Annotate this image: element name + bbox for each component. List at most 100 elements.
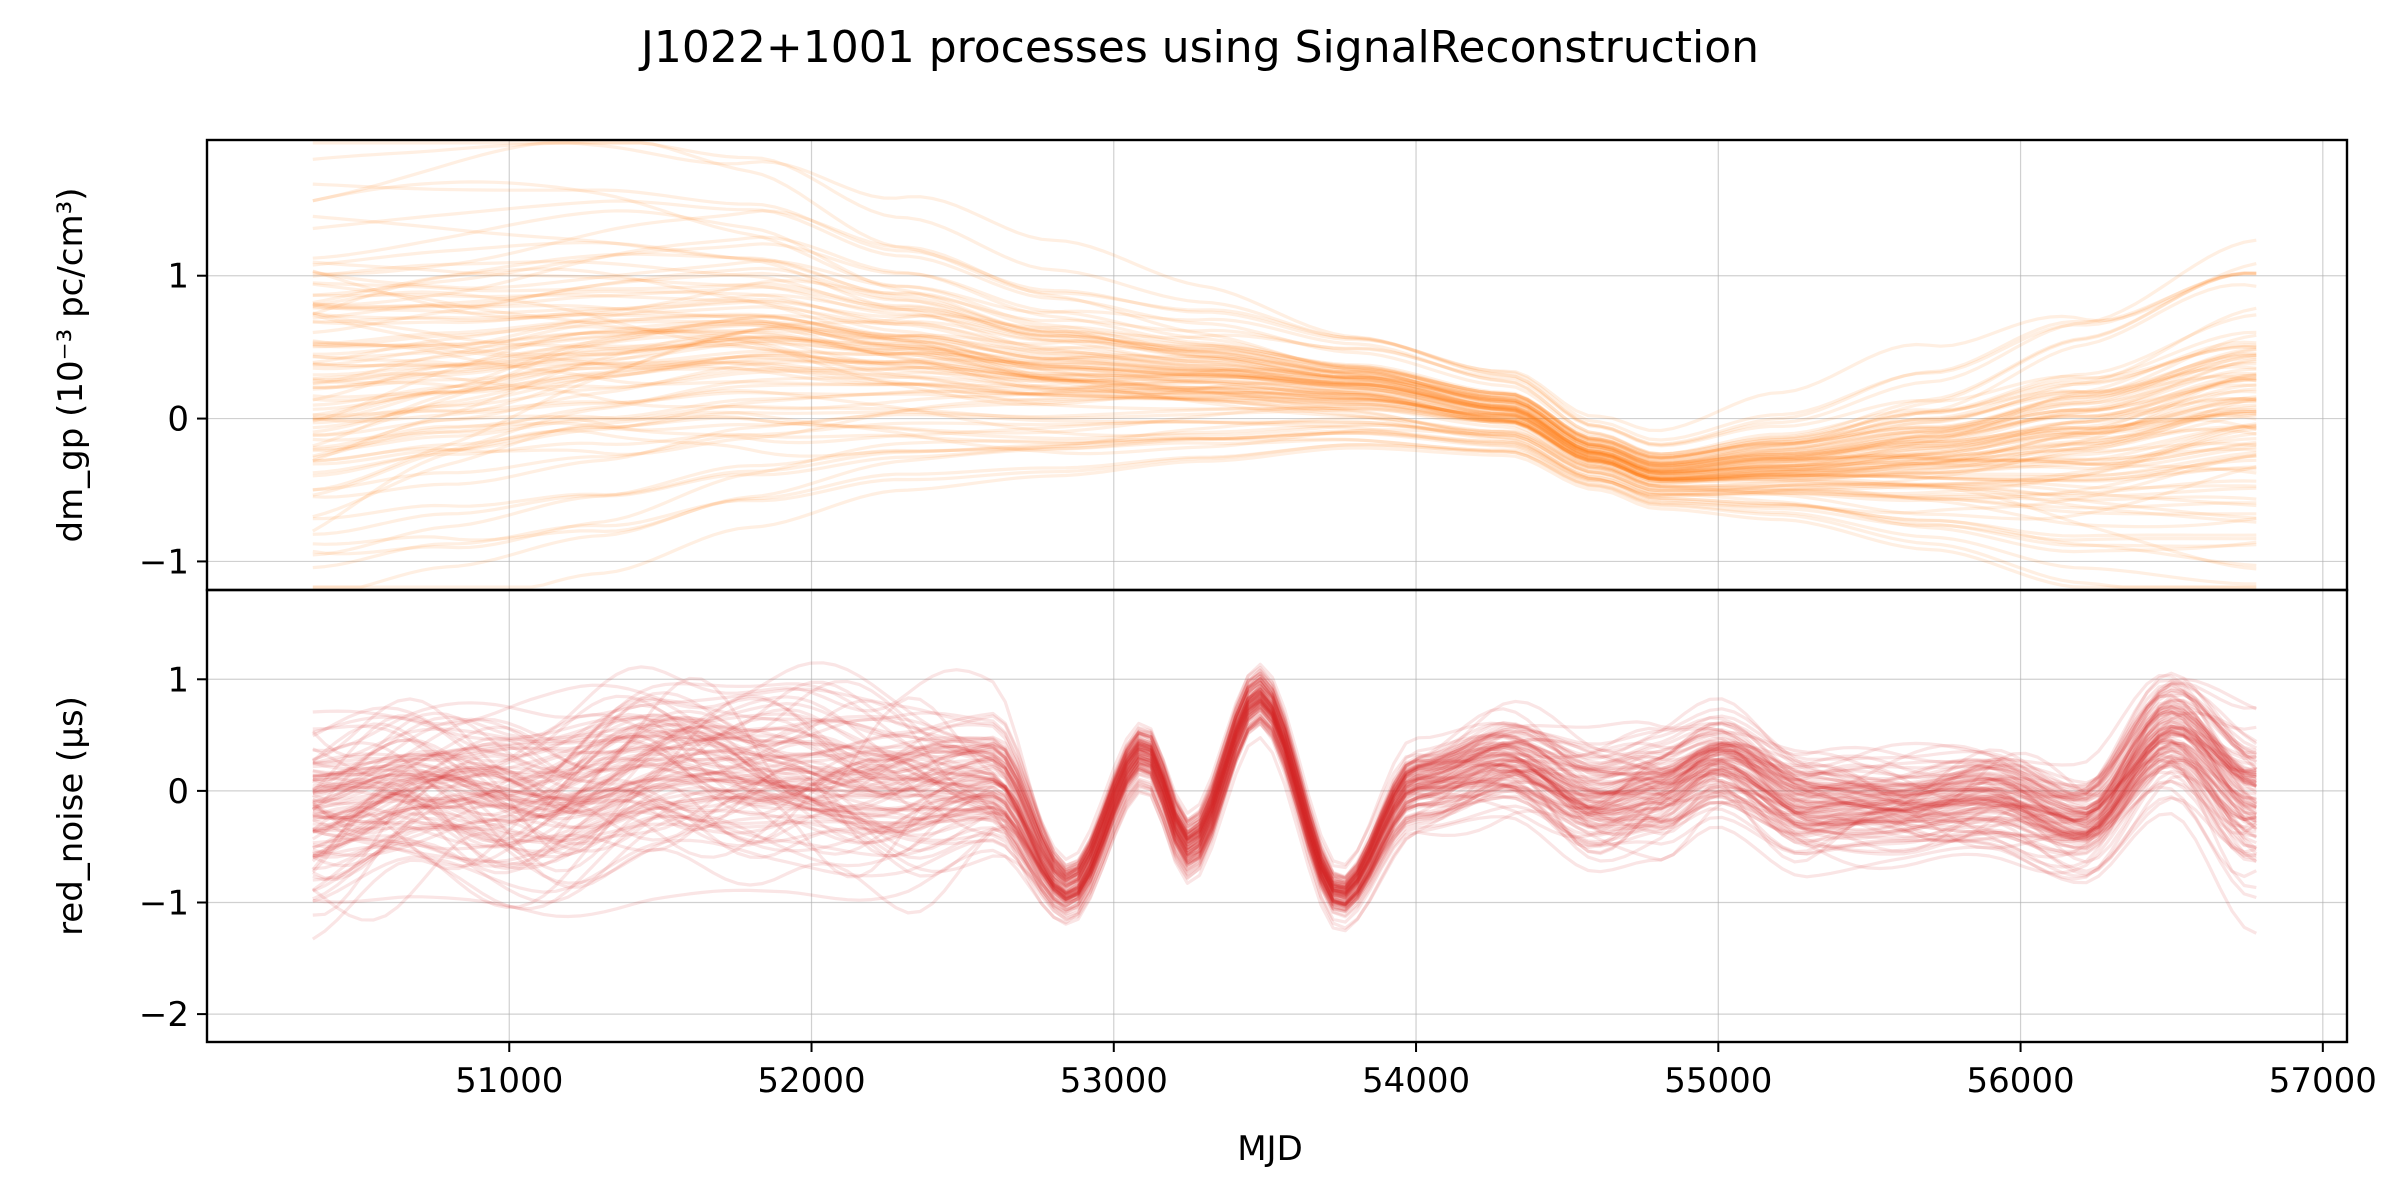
dm_gp-realization-line bbox=[312, 336, 2257, 478]
red_noise-realization-line bbox=[312, 691, 2257, 897]
dm_gp-realization-line bbox=[312, 242, 2257, 466]
red-noise-frame bbox=[205, 588, 2349, 1044]
chart-title: J1022+1001 processes using SignalReconst… bbox=[638, 22, 1759, 73]
y-tick-label: −1 bbox=[139, 542, 189, 582]
red_noise-realization-line bbox=[312, 691, 2258, 895]
red_noise-realization-line bbox=[312, 736, 2258, 935]
x-axis-label: MJD bbox=[1237, 1129, 1303, 1169]
dm_gp-realization-line bbox=[312, 319, 2257, 474]
red_noise-realization-line bbox=[312, 690, 2257, 890]
red_noise-realization-line bbox=[312, 707, 2258, 906]
dm-gp-grid bbox=[207, 140, 2347, 590]
red_noise-realization-line bbox=[312, 689, 2257, 890]
red_noise-realization-line bbox=[312, 690, 2257, 904]
red_noise-realization-line bbox=[312, 686, 2257, 896]
red_noise-realization-line bbox=[312, 697, 2257, 905]
red_noise-realization-line bbox=[311, 683, 2258, 880]
red_noise-realization-line bbox=[312, 684, 2258, 892]
dm_gp-realization-line bbox=[312, 429, 2257, 557]
dm_gp-realization-line bbox=[312, 293, 2257, 469]
dm_gp-realization-line bbox=[312, 360, 2257, 483]
red_noise-realization-line bbox=[312, 705, 2257, 910]
dm_gp-realization-line bbox=[312, 199, 2257, 456]
red_noise-realization-line bbox=[312, 692, 2257, 897]
red_noise-realization-line bbox=[312, 661, 2257, 867]
red_noise-realization-line bbox=[311, 674, 2257, 884]
red_noise-realization-line bbox=[311, 684, 2257, 901]
red_noise-realization-line bbox=[312, 692, 2257, 892]
red_noise-realization-line bbox=[312, 695, 2258, 894]
dm_gp-realization-line bbox=[312, 360, 2257, 477]
dm_gp-realization-line bbox=[312, 182, 2257, 442]
red_noise-realization-line bbox=[312, 680, 2257, 887]
red_noise-realization-line bbox=[312, 719, 2257, 912]
red_noise-realization-line bbox=[312, 700, 2257, 901]
dm_gp-realization-line bbox=[312, 311, 2257, 468]
dm_gp-realization-line bbox=[312, 235, 2257, 461]
red_noise-realization-line bbox=[312, 699, 2257, 895]
x-axis-ticks: 51000 52000 53000 54000 55000 56000 57000 bbox=[455, 1042, 2377, 1101]
red_noise-realization-line bbox=[312, 707, 2257, 907]
dm_gp-realization-line bbox=[312, 320, 2257, 468]
red_noise-realization-line bbox=[312, 696, 2257, 907]
y-tick-label: −2 bbox=[139, 995, 189, 1035]
red_noise-realization-line bbox=[312, 690, 2258, 899]
red_noise-realization-line bbox=[312, 677, 2257, 890]
red_noise-realization-line bbox=[312, 717, 2258, 908]
dm_gp-realization-line bbox=[312, 269, 2257, 460]
red_noise-realization-line bbox=[312, 710, 2257, 909]
red_noise-realization-line bbox=[312, 700, 2257, 912]
red_noise-realization-line bbox=[312, 698, 2257, 908]
red_noise-realization-line bbox=[312, 691, 2257, 890]
red_noise-realization-line bbox=[311, 707, 2257, 912]
y-tick-label: 0 bbox=[167, 772, 189, 812]
dm-gp-panel: −1 0 1 dm_gp (10⁻³ pc/cm³) bbox=[51, 140, 2347, 590]
red_noise-realization-line bbox=[312, 694, 2257, 901]
dm_gp-realization-line bbox=[312, 330, 2257, 481]
red_noise-realization-line bbox=[312, 669, 2257, 885]
dm_gp-realization-line bbox=[312, 351, 2257, 480]
dm_gp-realization-line bbox=[312, 339, 2257, 478]
dm_gp-realization-line bbox=[312, 365, 2257, 470]
red-noise-panel: −2 −1 0 1 red_noise (μs) bbox=[51, 590, 2347, 1042]
dm_gp-realization-line bbox=[312, 355, 2257, 481]
red_noise-realization-line bbox=[312, 715, 2257, 912]
red_noise-realization-line bbox=[312, 704, 2257, 906]
dm_gp-realization-line bbox=[312, 340, 2257, 472]
dm_gp-realization-line bbox=[312, 289, 2257, 466]
dm_gp-realization-line bbox=[312, 416, 2257, 554]
dm_gp-realization-line bbox=[312, 385, 2257, 496]
dm_gp-realization-line bbox=[312, 323, 2257, 473]
y-tick-label: −1 bbox=[139, 883, 189, 923]
dm_gp-realization-line bbox=[312, 260, 2257, 463]
dm_gp-realization-line bbox=[312, 394, 2257, 497]
red-noise-y-axis-label: red_noise (μs) bbox=[51, 696, 91, 936]
dm_gp-realization-line bbox=[312, 414, 2257, 510]
red_noise-realization-line bbox=[312, 687, 2258, 893]
dm-gp-y-ticks: −1 0 1 bbox=[139, 257, 207, 582]
red_noise-realization-line bbox=[312, 687, 2257, 898]
red_noise-realization-line bbox=[312, 706, 2258, 914]
dm_gp-realization-line bbox=[312, 293, 2257, 464]
red_noise-realization-line bbox=[311, 701, 2258, 909]
dm_gp-realization-line bbox=[312, 326, 2257, 492]
dm_gp-realization-line bbox=[312, 430, 2257, 498]
dm_gp-realization-line bbox=[312, 141, 2257, 447]
dm_gp-realization-line bbox=[312, 330, 2257, 474]
red_noise-realization-line bbox=[312, 698, 2257, 894]
dm_gp-realization-line bbox=[312, 360, 2257, 481]
red_noise-realization-line bbox=[312, 676, 2258, 879]
red_noise-realization-line bbox=[311, 699, 2258, 904]
dm_gp-realization-line bbox=[312, 326, 2257, 473]
red_noise-realization-line bbox=[312, 698, 2257, 896]
x-tick-label: 52000 bbox=[757, 1061, 865, 1101]
red_noise-realization-line bbox=[312, 673, 2257, 883]
dm_gp-realization-line bbox=[312, 372, 2257, 489]
dm_gp-realization-line bbox=[312, 319, 2257, 472]
dm_gp-realization-line bbox=[312, 420, 2257, 502]
dm_gp-realization-line bbox=[312, 267, 2257, 476]
dm_gp-realization-line bbox=[312, 389, 2257, 498]
red_noise-realization-line bbox=[312, 672, 2257, 885]
dm_gp-realization-line bbox=[312, 403, 2257, 521]
